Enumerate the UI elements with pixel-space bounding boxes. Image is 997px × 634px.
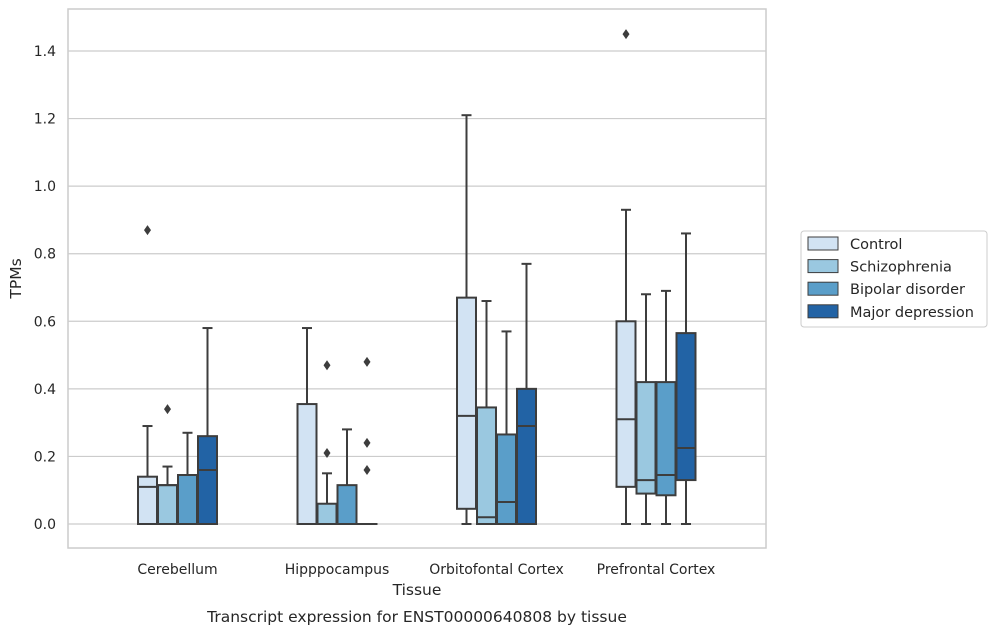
box-body (336, 484, 358, 525)
legend-item: Control (807, 236, 902, 253)
y-tick-label: 0.6 (34, 314, 56, 330)
x-axis-label: Tissue (392, 581, 442, 599)
outlier-point (164, 404, 171, 415)
y-tick-label: 1.0 (34, 179, 56, 195)
box (197, 327, 218, 525)
box (675, 232, 697, 525)
box-body (496, 433, 517, 526)
y-tick-label: 1.2 (34, 112, 56, 128)
legend-frame (800, 230, 988, 328)
outlier-point (323, 360, 331, 371)
legend-label: Major depression (850, 305, 974, 321)
x-tick-label: Prefrontal Cortex (597, 562, 716, 578)
box-body (296, 403, 318, 525)
box (336, 428, 358, 525)
x-tick-labels: Cerebellum Hipppocampus Orbitofontal Corte… (137, 562, 715, 578)
legend-swatch (807, 259, 839, 274)
y-tick-labels: 0.0 0.2 0.4 0.6 0.8 1.0 1.2 1.4 (34, 44, 56, 533)
outlier-point (363, 356, 371, 367)
x-tick-label: Hipppocampus (285, 562, 390, 578)
y-tick-label: 0.0 (34, 517, 56, 533)
box (137, 225, 158, 526)
legend-swatch (807, 281, 839, 296)
box (316, 360, 338, 526)
legend-label: Control (850, 237, 902, 253)
y-tick-label: 1.4 (34, 44, 56, 60)
box-body (615, 320, 637, 488)
legend-label: Schizophrenia (850, 260, 952, 276)
box (635, 293, 657, 525)
y-axis-label: TPMs (7, 258, 25, 299)
box-body (655, 381, 677, 497)
box (296, 327, 318, 525)
legend-swatch (807, 236, 839, 251)
outlier-point (323, 448, 331, 459)
box-body (476, 406, 497, 526)
box-body (316, 502, 338, 526)
box-body (516, 387, 537, 525)
outlier-point (363, 464, 371, 475)
box (655, 289, 677, 525)
outlier-point (363, 437, 371, 448)
legend-swatch (807, 304, 839, 319)
legend-item: Major depression (807, 304, 974, 321)
x-tick-label: Cerebellum (137, 562, 217, 578)
box (356, 356, 378, 526)
series-schizophrenia (157, 293, 657, 526)
box-body (137, 475, 158, 526)
box-body (177, 474, 198, 525)
series-major-depression (197, 232, 697, 526)
y-tick-label: 0.8 (34, 247, 56, 263)
box-body (456, 296, 477, 510)
box-body (157, 484, 178, 525)
legend-item: Bipolar disorder (807, 281, 965, 298)
box-body (197, 435, 218, 525)
plot-frame (67, 8, 767, 549)
legend-item: Schizophrenia (807, 259, 952, 276)
box (516, 262, 537, 525)
chart-caption: Transcript expression for ENST0000064080… (206, 608, 627, 626)
legend-label: Bipolar disorder (850, 282, 965, 298)
y-tick-label: 0.2 (34, 449, 56, 465)
y-tick-label: 0.4 (34, 382, 56, 398)
legend: Control Schizophrenia Bipolar disorder Majo… (800, 230, 988, 328)
outlier-point (622, 29, 630, 40)
box-body (675, 332, 697, 482)
box-body (635, 381, 657, 495)
box (476, 300, 497, 526)
outlier-point (144, 225, 151, 236)
box (456, 114, 477, 525)
box-groups (137, 29, 697, 526)
x-tick-label: Orbitofontal Cortex (429, 562, 564, 578)
